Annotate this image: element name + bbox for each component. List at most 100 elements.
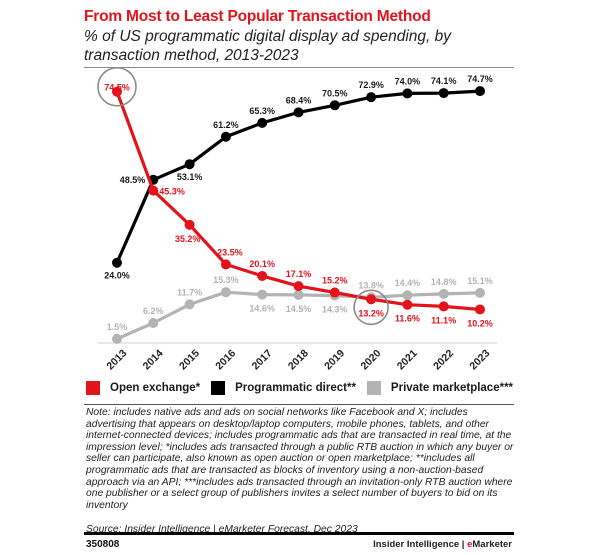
data-point-private-marketplace-2013 xyxy=(112,333,122,344)
data-point-programmatic-direct-2017 xyxy=(257,117,268,128)
series-layer: 1.5% 6.2% 11.7% 15.3% 14.6% 14.5% 14.3% 13.8% 14… xyxy=(104,74,493,344)
data-label-programmatic-direct-2019: 70.5% xyxy=(322,88,348,98)
data-point-open-exchange-2020 xyxy=(366,294,377,305)
source-line: Source: Insider Intelligence | eMarketer… xyxy=(86,524,358,535)
data-point-private-marketplace-2016 xyxy=(220,287,231,298)
data-point-programmatic-direct-2022 xyxy=(438,88,449,99)
data-point-programmatic-direct-2019 xyxy=(329,100,340,111)
data-label-private-marketplace-2016: 15.3% xyxy=(213,275,239,285)
data-point-programmatic-direct-2021 xyxy=(402,88,413,99)
data-label-private-marketplace-2017: 14.6% xyxy=(249,304,275,314)
data-label-programmatic-direct-2013: 24.0% xyxy=(104,271,130,281)
data-label-programmatic-direct-2020: 72.9% xyxy=(358,80,384,90)
annotation-layer xyxy=(97,66,389,326)
data-point-private-marketplace-2017 xyxy=(257,289,268,300)
highlight-circle-2013 xyxy=(97,66,137,107)
data-label-programmatic-direct-2015: 53.1% xyxy=(177,172,203,182)
data-point-programmatic-direct-2015 xyxy=(184,159,195,170)
x-tick-label-2017: 2017 xyxy=(250,347,275,372)
chart-legend: Open exchange* Programmatic direct** Pri… xyxy=(86,381,524,395)
data-point-open-exchange-2017 xyxy=(257,270,268,281)
chart-id: 350808 xyxy=(86,539,120,550)
data-label-programmatic-direct-2018: 68.4% xyxy=(286,95,312,105)
data-point-programmatic-direct-2013 xyxy=(112,257,122,268)
data-label-programmatic-direct-2021: 74.0% xyxy=(395,76,421,86)
legend-item-private-marketplace: Private marketplace*** xyxy=(366,381,514,395)
data-point-programmatic-direct-2018 xyxy=(293,107,304,118)
data-label-open-exchange-2017: 20.1% xyxy=(249,259,275,269)
data-label-open-exchange-2022: 11.1% xyxy=(431,315,456,325)
data-label-open-exchange-2016: 23.5% xyxy=(217,247,243,257)
data-label-private-marketplace-2019: 14.3% xyxy=(322,305,348,315)
x-tick-label-2023: 2023 xyxy=(467,347,492,372)
data-label-private-marketplace-2013: 1.5% xyxy=(107,322,128,332)
x-tick-label-2019: 2019 xyxy=(322,347,347,372)
data-point-private-marketplace-2018 xyxy=(293,289,304,300)
data-point-open-exchange-2013 xyxy=(112,86,122,97)
data-label-programmatic-direct-2016: 61.2% xyxy=(213,120,239,130)
brand-prefix: Insider Intelligence | xyxy=(373,539,468,550)
data-label-open-exchange-2015: 35.2% xyxy=(175,234,201,244)
data-label-programmatic-direct-2023: 74.7% xyxy=(467,74,493,84)
legend-label: Programmatic direct** xyxy=(235,382,356,394)
footnote: Note: includes native ads and ads on soc… xyxy=(86,407,514,511)
footer-divider xyxy=(84,532,514,535)
legend-label: Private marketplace*** xyxy=(390,382,514,394)
data-label-private-marketplace-2018: 14.5% xyxy=(286,304,312,314)
data-point-private-marketplace-2021 xyxy=(402,290,413,301)
data-point-open-exchange-2014 xyxy=(148,185,159,196)
legend-swatch-private-marketplace xyxy=(366,381,381,395)
legend-item-programmatic-direct: Programmatic direct** xyxy=(211,381,356,395)
data-label-open-exchange-2018: 17.1% xyxy=(286,269,312,279)
series-programmatic-direct xyxy=(112,86,485,268)
data-point-private-marketplace-2022 xyxy=(438,288,449,299)
data-point-programmatic-direct-2020 xyxy=(366,92,377,103)
data-point-private-marketplace-2014 xyxy=(148,318,159,329)
series-open-exchange xyxy=(112,86,485,315)
data-point-private-marketplace-2023 xyxy=(475,287,485,298)
x-tick-label-2018: 2018 xyxy=(286,347,311,372)
data-labels-open-exchange: 74.5% 45.3% 35.2% 23.5% 20.1% 17.1% 15.2% 13.2%… xyxy=(104,83,493,329)
highlight-circle-2020 xyxy=(353,289,389,326)
data-point-private-marketplace-2015 xyxy=(184,299,195,310)
data-label-open-exchange-2020: 13.2% xyxy=(358,308,384,318)
chart-subtitle: % of US programmatic digital display ad … xyxy=(84,28,452,64)
data-point-open-exchange-2019 xyxy=(329,287,340,298)
data-label-programmatic-direct-2022: 74.1% xyxy=(431,76,457,86)
data-label-open-exchange-2019: 15.2% xyxy=(322,276,348,286)
data-label-private-marketplace-2015: 11.7% xyxy=(177,287,202,297)
series-private-marketplace xyxy=(112,287,485,344)
data-label-open-exchange-2013: 74.5% xyxy=(104,83,130,93)
chart-title: From Most to Least Popular Transaction M… xyxy=(84,8,431,25)
legend-swatch-programmatic-direct xyxy=(211,381,226,395)
title-divider xyxy=(84,67,514,68)
data-point-open-exchange-2022 xyxy=(438,301,449,312)
brand-suffix: Marketer xyxy=(472,539,512,550)
x-tick-label-2014: 2014 xyxy=(141,347,166,372)
x-tick-label-2021: 2021 xyxy=(395,347,420,372)
data-label-private-marketplace-2021: 14.4% xyxy=(395,278,421,288)
x-tick-label-2020: 2020 xyxy=(358,347,383,372)
data-point-open-exchange-2016 xyxy=(220,259,231,270)
emarketer-e-icon: e xyxy=(467,539,473,550)
legend-item-open-exchange: Open exchange* xyxy=(86,381,200,395)
x-axis-tick-labels: 2013 2014 2015 2016 2017 2018 2019 2020 2021 2022… xyxy=(104,347,492,372)
data-point-open-exchange-2015 xyxy=(184,219,195,230)
data-point-programmatic-direct-2023 xyxy=(475,86,485,97)
data-point-programmatic-direct-2016 xyxy=(220,131,231,142)
legend-swatch-open-exchange xyxy=(86,381,100,395)
legend-label: Open exchange* xyxy=(110,382,201,394)
data-labels-private-marketplace: 1.5% 6.2% 11.7% 15.3% 14.6% 14.5% 14.3% 13.8% 14… xyxy=(107,275,493,332)
data-label-private-marketplace-2014: 6.2% xyxy=(143,306,164,316)
data-point-open-exchange-2023 xyxy=(475,304,485,315)
data-point-open-exchange-2021 xyxy=(402,299,413,310)
data-labels-programmatic-direct: 24.0% 48.5% 53.1% 61.2% 65.3% 68.4% 70.5% 72.9%… xyxy=(104,74,493,281)
x-tick-label-2016: 2016 xyxy=(213,347,238,372)
x-tick-label-2015: 2015 xyxy=(177,347,202,372)
x-tick-label-2013: 2013 xyxy=(104,347,129,372)
data-label-open-exchange-2014: 45.3% xyxy=(159,187,185,197)
data-label-open-exchange-2021: 11.6% xyxy=(395,314,420,324)
legend-divider xyxy=(84,404,514,405)
line-chart: 2013 2014 2015 2016 2017 2018 2019 2020 2021 2022… xyxy=(97,66,497,372)
data-label-open-exchange-2023: 10.2% xyxy=(467,318,493,328)
